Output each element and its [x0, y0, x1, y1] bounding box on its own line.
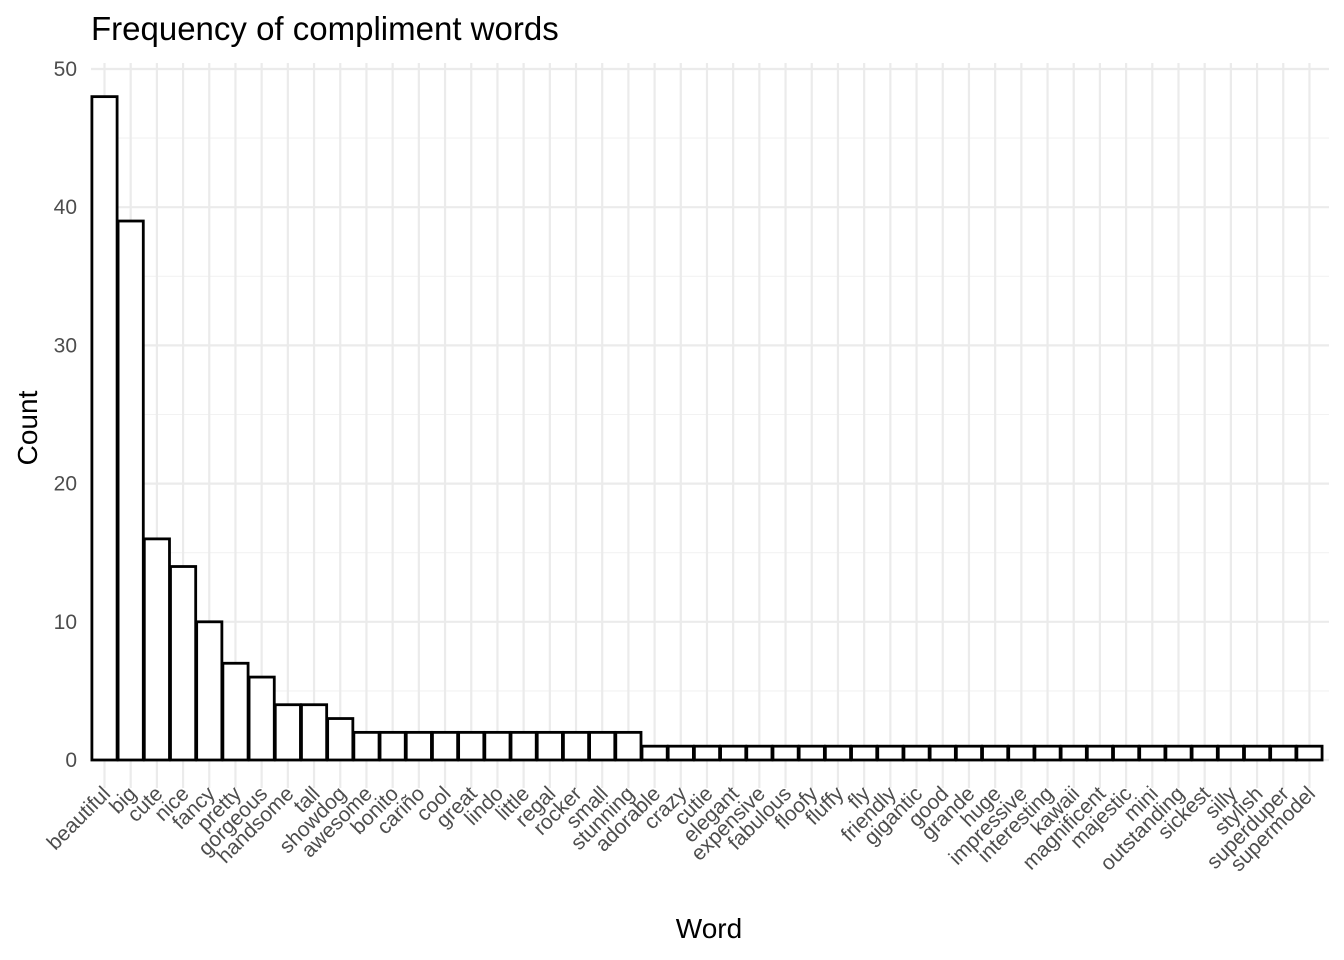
- bar: [457, 730, 486, 762]
- y-tick-label: 40: [54, 196, 77, 219]
- bar: [1164, 744, 1193, 762]
- bars: [90, 95, 1324, 762]
- bar: [928, 744, 957, 762]
- bar: [247, 675, 276, 762]
- bar: [431, 730, 460, 762]
- y-tick-label: 10: [54, 611, 77, 634]
- bar: [692, 744, 721, 762]
- bar: [300, 703, 329, 762]
- bar: [1085, 744, 1114, 762]
- bar: [1243, 744, 1272, 762]
- bar: [1190, 744, 1219, 762]
- bar: [797, 744, 826, 762]
- y-tick-label: 30: [54, 334, 77, 357]
- bar: [771, 744, 800, 762]
- bar: [116, 219, 145, 762]
- bar: [1216, 744, 1245, 762]
- bar: [90, 95, 119, 762]
- x-axis-title: Word: [676, 913, 742, 944]
- bar: [1269, 744, 1298, 762]
- bar: [588, 730, 617, 762]
- bar: [1007, 744, 1036, 762]
- bar: [195, 620, 224, 762]
- bar: [169, 565, 198, 762]
- bar: [142, 537, 171, 762]
- bar: [902, 744, 931, 762]
- y-tick-label: 50: [54, 58, 77, 81]
- bar: [850, 744, 879, 762]
- bar: [273, 703, 302, 762]
- bar: [509, 730, 538, 762]
- bar: [666, 744, 695, 762]
- bar: [1059, 744, 1088, 762]
- bar: [745, 744, 774, 762]
- bar: [535, 730, 564, 762]
- bar: [954, 744, 983, 762]
- y-axis-title: Count: [12, 390, 43, 465]
- bar: [562, 730, 591, 762]
- bar: [483, 730, 512, 762]
- bar: [1295, 744, 1324, 762]
- bar: [221, 661, 250, 762]
- bar: [326, 717, 355, 762]
- y-axis-ticks: 0 10 20 30 40 50: [54, 58, 77, 772]
- bar: [640, 744, 669, 762]
- y-tick-label: 20: [54, 473, 77, 496]
- bar: [876, 744, 905, 762]
- bar: [1033, 744, 1062, 762]
- bar: [404, 730, 433, 762]
- bar: [378, 730, 407, 762]
- chart-title: Frequency of compliment words: [91, 10, 559, 47]
- x-tick-label: beautiful: [43, 782, 115, 854]
- bar: [614, 730, 643, 762]
- grid: [91, 63, 1329, 788]
- bar: [823, 744, 852, 762]
- bar: [1112, 744, 1141, 762]
- bar: [1138, 744, 1167, 762]
- bar: [981, 744, 1010, 762]
- bar: [719, 744, 748, 762]
- x-axis-ticks: beautifulbigcutenicefancyprettygorgeoush…: [43, 782, 1320, 876]
- bar: [352, 730, 381, 762]
- y-tick-label: 0: [65, 749, 77, 772]
